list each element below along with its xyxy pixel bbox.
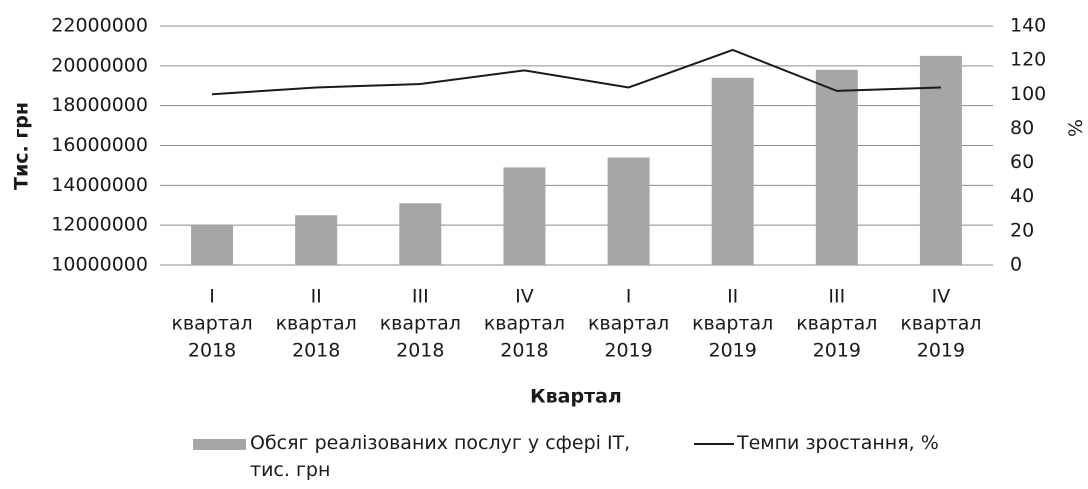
x-tick-label: квартал <box>171 313 252 335</box>
x-tick-label: III <box>412 286 429 308</box>
bar <box>503 167 546 265</box>
x-tick-label: IV <box>932 286 951 308</box>
x-tick-label: квартал <box>588 313 669 335</box>
x-tick-label: 2019 <box>709 340 757 362</box>
y2-tick-label: 120 <box>1010 49 1046 71</box>
x-tick-label: 2018 <box>188 340 236 362</box>
y-tick-label: 16000000 <box>51 134 148 156</box>
bar <box>815 69 858 265</box>
x-tick-label: I <box>626 286 632 308</box>
x-tick-label: квартал <box>900 313 981 335</box>
y-tick-label: 14000000 <box>51 174 148 196</box>
y-tick-label: 20000000 <box>51 54 148 76</box>
y-tick-label: 12000000 <box>51 214 148 236</box>
x-tick-label: 2018 <box>396 340 444 362</box>
x-tick-label: IV <box>515 286 534 308</box>
y2-tick-label: 20 <box>1010 219 1034 241</box>
x-tick-label: 2018 <box>292 340 340 362</box>
x-tick-label: 2019 <box>604 340 652 362</box>
legend-swatch <box>694 443 734 445</box>
x-tick-label: 2019 <box>813 340 861 362</box>
bar <box>711 77 754 266</box>
bar <box>191 225 234 265</box>
y2-tick-label: 60 <box>1010 151 1034 173</box>
x-tick-label: 2018 <box>500 340 548 362</box>
y-tick-label: 22000000 <box>51 15 148 37</box>
x-tick-label: квартал <box>796 313 877 335</box>
x-axis-label: Квартал <box>530 386 622 408</box>
y2-tick-label: 140 <box>1010 15 1046 37</box>
y2-tick-label: 40 <box>1010 185 1034 207</box>
y2-tick-label: 80 <box>1010 117 1034 139</box>
x-tick-label: I <box>209 286 215 308</box>
bar <box>919 55 962 265</box>
y-tick-label: 10000000 <box>51 254 148 276</box>
x-tick-label: III <box>828 286 845 308</box>
y2-axis-label: % <box>1064 119 1086 137</box>
x-tick-label: 2019 <box>917 340 965 362</box>
legend-label: Обсяг реалізованих послуг у сфері IT, ти… <box>250 432 631 481</box>
x-tick-label: квартал <box>692 313 773 335</box>
legend-label: Темпи зростання, % <box>737 432 939 454</box>
legend-swatch <box>193 439 246 450</box>
x-tick-label: II <box>727 286 738 308</box>
x-tick-label: квартал <box>380 313 461 335</box>
y2-tick-label: 100 <box>1010 83 1046 105</box>
line <box>211 48 941 96</box>
y-axis-label: Тис. грн <box>11 102 33 190</box>
bar <box>295 215 338 265</box>
y2-tick-label: 0 <box>1010 254 1022 276</box>
x-tick-label: квартал <box>276 313 357 335</box>
bar <box>607 157 650 265</box>
bar <box>399 203 442 265</box>
x-tick-label: квартал <box>484 313 565 335</box>
y-tick-label: 18000000 <box>51 94 148 116</box>
x-tick-label: II <box>311 286 322 308</box>
